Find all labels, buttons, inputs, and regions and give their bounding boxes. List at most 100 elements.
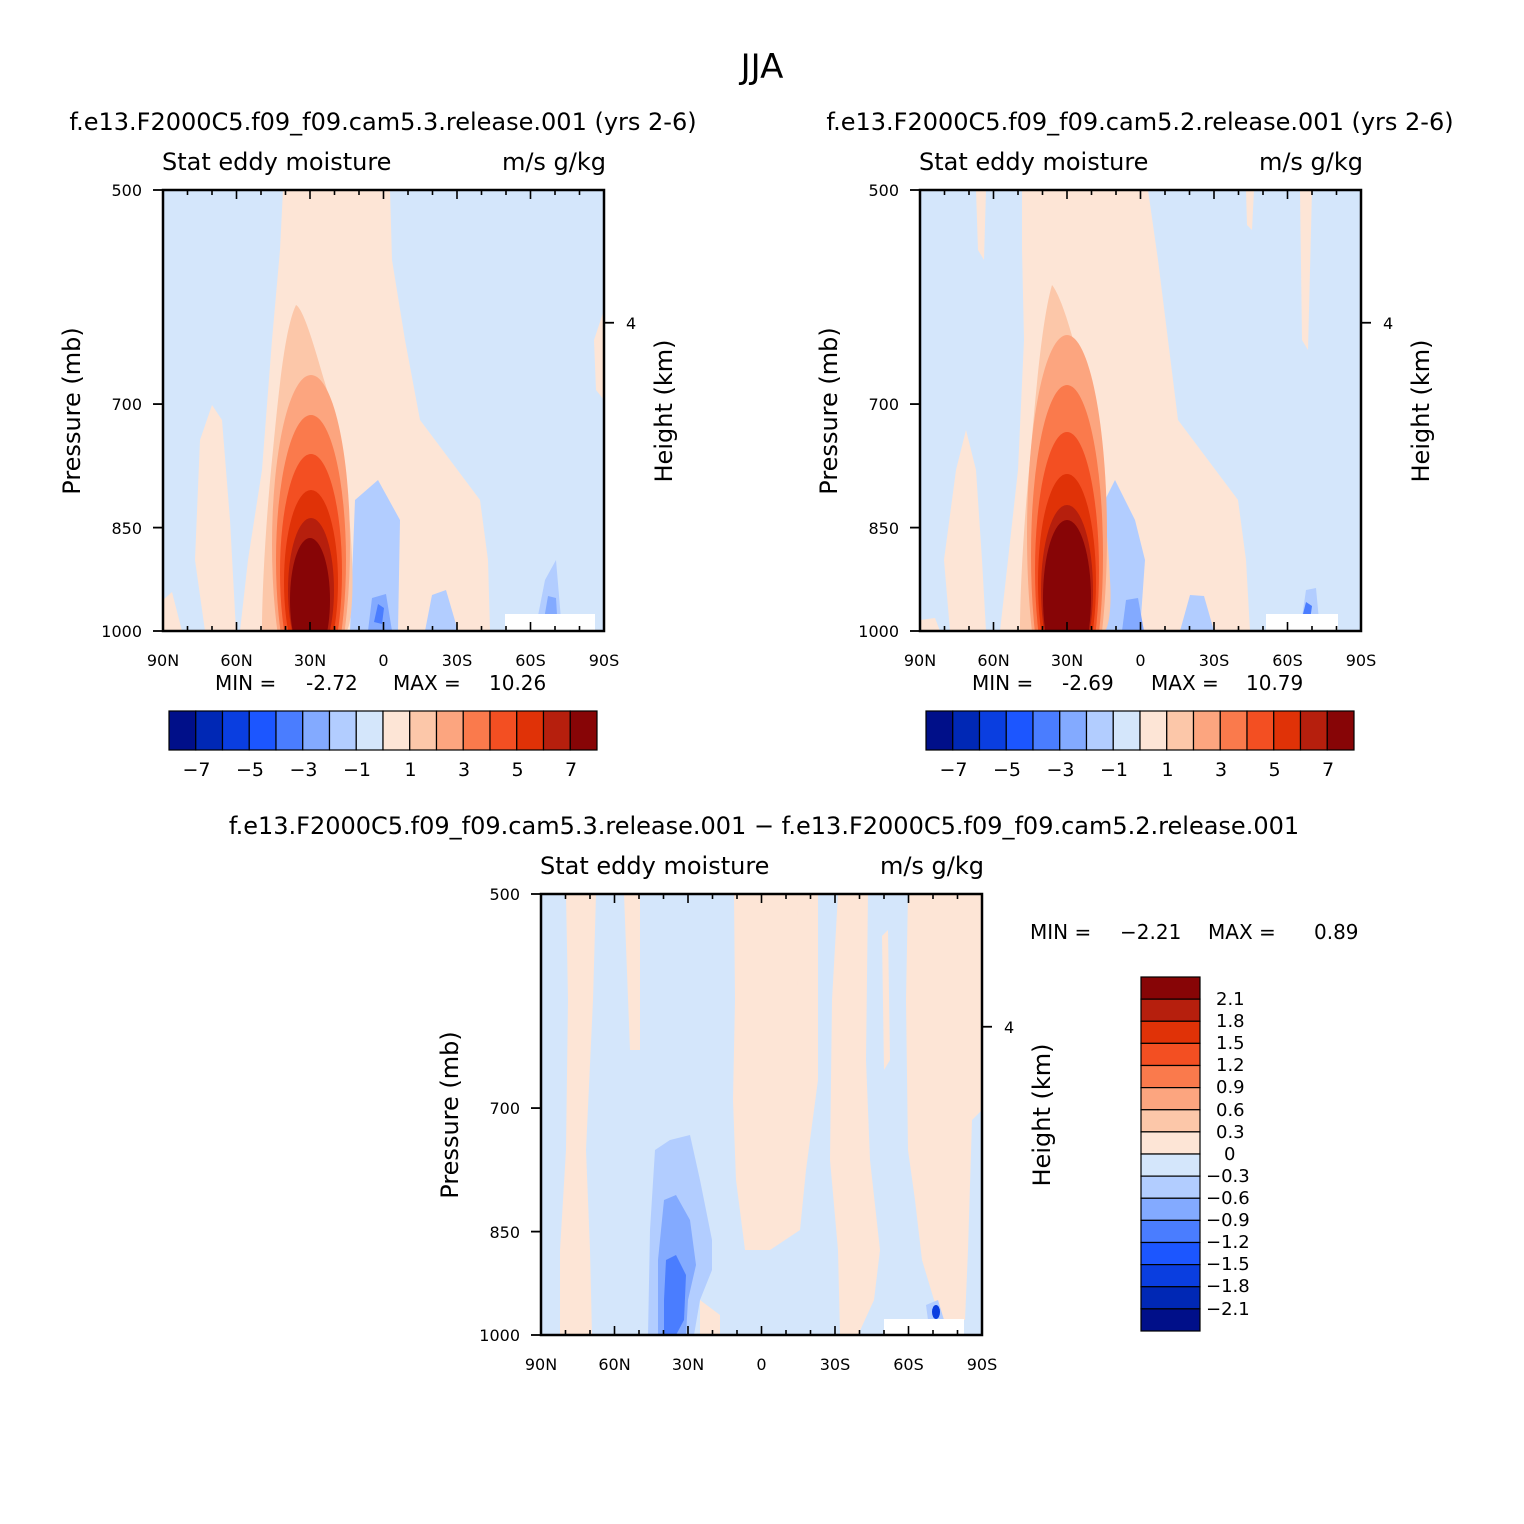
colorbar-swatch [489, 710, 518, 751]
colorbar-label: −0.9 [1206, 1210, 1250, 1231]
y-axis-label: Pressure (mb) [815, 327, 843, 494]
x-tick-label: 30S [820, 1355, 851, 1374]
colorbar-swatch [1166, 710, 1195, 751]
max-label: MAX = [393, 671, 461, 695]
colorbar [925, 710, 1355, 751]
colorbar-label: 3 [1215, 759, 1227, 781]
x-tick-labels: 90N 60N 30N 0 30S 60S 90S [904, 651, 1376, 670]
y2-tick-label: 4 [1004, 1018, 1014, 1037]
y-tick-label: 1000 [101, 622, 142, 641]
min-max-readout: MIN = -2.69 MAX = 10.79 [972, 671, 1303, 695]
max-value: 10.26 [489, 671, 546, 695]
y-tick-label: 700 [868, 395, 899, 414]
colorbar-label: 1.2 [1216, 1055, 1245, 1076]
y-axis-ticks [910, 189, 1371, 632]
y-tick-label: 850 [868, 519, 899, 538]
y-tick-label: 850 [111, 519, 142, 538]
fill-level-neg-2 [374, 604, 384, 624]
y-tick-labels: 500 700 850 1000 [101, 181, 142, 641]
colorbar-swatch [355, 710, 384, 751]
colorbar-swatch [1140, 1109, 1201, 1133]
colorbar-label: 0.3 [1216, 1122, 1245, 1143]
x-tick-label: 30N [294, 651, 326, 670]
fill-level-pos-0b [944, 430, 986, 631]
contour-field [920, 190, 1361, 631]
x-tick-label: 0 [1135, 651, 1145, 670]
case-title: f.e13.F2000C5.f09_f09.cam5.3.release.001… [229, 812, 1299, 840]
contour-field [163, 190, 604, 631]
x-tick-label: 30S [1199, 651, 1230, 670]
colorbar-swatch [1112, 710, 1141, 751]
colorbar-swatch [952, 710, 981, 751]
y-tick-label: 700 [489, 1099, 520, 1118]
colorbar-swatch [328, 710, 357, 751]
panel-top-left: f.e13.F2000C5.f09_f09.cam5.3.release.001… [58, 108, 697, 781]
colorbar-swatch [275, 710, 304, 751]
colorbar-label: −5 [236, 759, 264, 781]
colorbar-swatch [1192, 710, 1221, 751]
colorbar-swatch [1140, 1197, 1201, 1221]
x-axis-ticks [919, 190, 1362, 631]
fill-level-pos-0c [976, 190, 986, 260]
x-tick-label: 90N [525, 1355, 557, 1374]
colorbar-label: −3 [289, 759, 317, 781]
x-tick-label: 60N [598, 1355, 630, 1374]
x-tick-label: 90S [589, 651, 620, 670]
colorbar-swatch [1140, 1308, 1201, 1332]
colorbar-swatch [1219, 710, 1248, 751]
colorbar-swatch [1085, 710, 1114, 751]
fill-level-pos-0h [700, 1300, 720, 1335]
fill-level-pos-0b [195, 405, 236, 631]
missing-region [884, 1319, 964, 1335]
x-tick-labels: 90N 60N 30N 0 30S 60S 90S [525, 1355, 997, 1374]
colorbar-swatch [1140, 1020, 1201, 1044]
colorbar-swatch [1140, 1219, 1201, 1244]
colorbar-label: 3 [458, 759, 470, 781]
y-tick-label: 1000 [479, 1326, 520, 1345]
colorbar-swatch [409, 710, 438, 751]
missing-region [505, 614, 595, 631]
colorbar-swatch [1140, 1064, 1201, 1089]
colorbar-label: 0 [1224, 1144, 1235, 1165]
case-title: f.e13.F2000C5.f09_f09.cam5.3.release.001… [69, 108, 696, 136]
colorbar-label: −1.8 [1206, 1276, 1250, 1297]
colorbar-label: −7 [939, 759, 967, 781]
colorbar-swatch [1140, 1175, 1201, 1199]
colorbar-labels: −7 −5 −3 −1 1 3 5 7 [182, 759, 577, 781]
figure-title: JJA [739, 47, 784, 87]
y-axis-label: Pressure (mb) [58, 327, 86, 494]
colorbar-swatch [1299, 710, 1328, 751]
x-tick-labels: 90N 60N 30N 0 30S 60S 90S [147, 651, 619, 670]
x-tick-label: 90N [147, 651, 179, 670]
colorbar-swatch [1246, 710, 1275, 751]
colorbar-swatch [542, 710, 571, 751]
colorbar-label: −1 [1100, 759, 1128, 781]
fill-level-neg-0b [350, 480, 400, 631]
colorbar-swatch [1140, 1131, 1201, 1155]
colorbar-label: −5 [993, 759, 1021, 781]
colorbar-label: 0.9 [1216, 1077, 1245, 1098]
subtitle-units: m/s g/kg [502, 148, 606, 176]
min-label: MIN = [1030, 920, 1091, 944]
colorbar-swatch [248, 710, 277, 751]
fill-level-neg-0c [425, 590, 458, 631]
max-label: MAX = [1151, 671, 1219, 695]
x-tick-label: 90S [1346, 651, 1377, 670]
fill-level-pos-0d [594, 310, 604, 400]
colorbar-swatch [168, 710, 197, 751]
fill-level-pos-0a [560, 894, 596, 1335]
colorbar-label: 5 [1268, 759, 1280, 781]
colorbar-swatch [1059, 710, 1088, 751]
fill-level-pos-0d [790, 900, 798, 1040]
colorbar-label: 7 [565, 759, 577, 781]
x-tick-label: 60S [515, 651, 546, 670]
colorbar-swatch [1326, 710, 1355, 751]
min-value: -2.69 [1062, 671, 1114, 695]
colorbar-swatch [1140, 1042, 1201, 1067]
colorbar-label: −3 [1046, 759, 1074, 781]
colorbar-swatch [1139, 710, 1168, 751]
plot-frame [531, 892, 992, 1337]
colorbar-swatch [221, 710, 250, 751]
panel-top-right: f.e13.F2000C5.f09_f09.cam5.2.release.001… [815, 108, 1454, 781]
